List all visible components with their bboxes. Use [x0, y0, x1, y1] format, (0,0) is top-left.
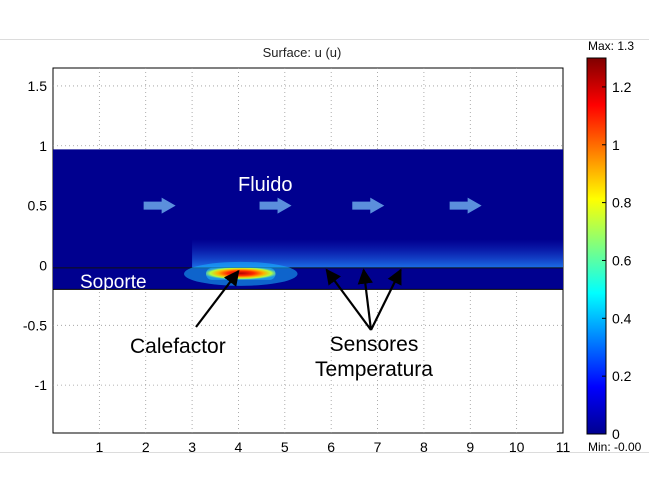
- sensor-pointer-arrow: [357, 268, 373, 331]
- colorbar-tick-label: 1: [612, 137, 620, 153]
- fluid-label: Fluido: [238, 174, 292, 196]
- colorbar-tick-label: 0.2: [612, 368, 632, 384]
- y-tick-label: 1: [39, 138, 47, 154]
- x-tick-label: 4: [235, 439, 243, 455]
- colorbar-ticks: 0 0.2 0.4 0.6 0.8 1 1.2: [602, 79, 632, 442]
- flow-arrow-icon: [143, 197, 176, 214]
- colorbar-tick-label: 0: [612, 426, 620, 442]
- y-tick-label: -1: [35, 377, 48, 393]
- x-tick-label: 2: [142, 439, 150, 455]
- colorbar: [586, 57, 607, 435]
- sensor-pointer-arrow: [370, 268, 402, 331]
- frame-bottom-line: [0, 452, 649, 453]
- frame-top-line: [0, 39, 649, 40]
- annotation-pointers: [195, 268, 402, 331]
- colorbar-tick-label: 0.4: [612, 310, 632, 326]
- support-label: Soporte: [80, 272, 147, 293]
- colorbar-tick-label: 0.6: [612, 252, 632, 268]
- heater-pointer-arrow: [195, 269, 240, 328]
- chart-title: Surface: u (u): [263, 45, 342, 60]
- x-tick-label: 7: [374, 439, 382, 455]
- sensor-pointer-arrow: [325, 268, 372, 331]
- y-tick-label: 0: [39, 257, 47, 273]
- colorbar-tick-label: 1.2: [612, 79, 632, 95]
- x-tick-label: 9: [466, 439, 474, 455]
- colorbar-min-label: Min: -0.00: [588, 440, 642, 454]
- hot-spot: [206, 267, 276, 280]
- support-region: [53, 267, 563, 290]
- sensors-label-line1: Sensores: [330, 333, 419, 356]
- y-tick-label: 1.5: [28, 78, 48, 94]
- x-tick-label: 8: [420, 439, 428, 455]
- colorbar-tick-label: 0.8: [612, 195, 632, 211]
- x-tick-labels: 1 2 3 4 5 6 7 8 9 10 11: [95, 439, 570, 455]
- fluid-region-group: [53, 149, 563, 290]
- y-tick-labels: -1 -0.5 0 0.5 1 1.5: [23, 78, 47, 393]
- x-tick-label: 1: [95, 439, 103, 455]
- heater-label: Calefactor: [130, 335, 226, 358]
- y-tick-label: -0.5: [23, 317, 47, 333]
- x-tick-label: 10: [509, 439, 525, 455]
- x-tick-label: 11: [556, 439, 571, 455]
- sensors-label-line2: Temperatura: [315, 358, 433, 381]
- flow-arrow-icon: [352, 197, 385, 214]
- x-tick-label: 5: [281, 439, 289, 455]
- flow-arrow-icon: [449, 197, 482, 214]
- x-tick-label: 3: [188, 439, 196, 455]
- x-tick-label: 6: [327, 439, 335, 455]
- flow-arrow-icon: [259, 197, 292, 214]
- flow-arrows: [143, 197, 482, 214]
- y-tick-label: 0.5: [28, 198, 48, 214]
- colorbar-max-label: Max: 1.3: [588, 39, 634, 53]
